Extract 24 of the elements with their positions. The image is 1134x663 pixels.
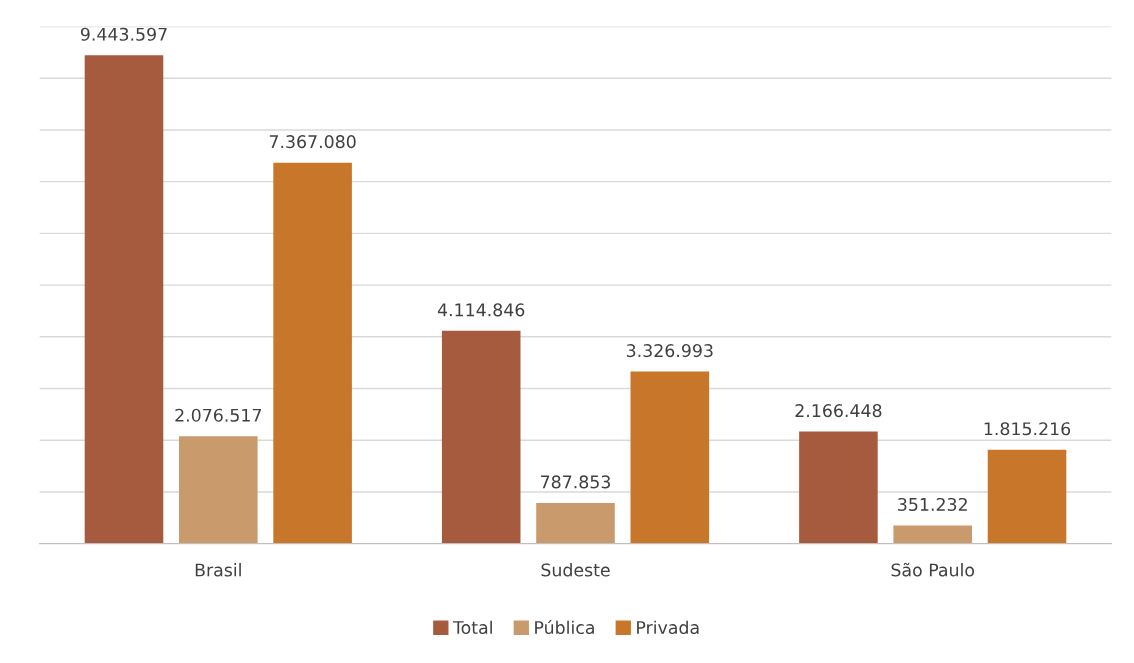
x-tick-label: Sudeste (541, 563, 610, 577)
bar (84, 55, 164, 544)
data-label: 351.232 (898, 497, 967, 512)
data-label: 7.367.080 (269, 135, 356, 149)
legend-label: Pública (535, 619, 594, 635)
data-label: 9.443.597 (80, 27, 167, 41)
data-label: 1.815.216 (984, 422, 1071, 436)
data-label: 2.076.517 (175, 408, 261, 422)
legend-label: Total (452, 620, 492, 635)
data-label: 787.853 (541, 475, 611, 489)
bar (441, 330, 521, 544)
bar (893, 525, 973, 544)
x-tick-label: Brasil (195, 563, 241, 577)
bar (799, 431, 878, 544)
bar (536, 502, 615, 544)
bar (630, 371, 710, 544)
data-label: 2.166.448 (795, 404, 882, 418)
data-label: 3.326.993 (626, 344, 713, 358)
bar (179, 436, 258, 544)
bar (273, 162, 352, 544)
legend-label: Privada (637, 620, 699, 635)
bar (987, 449, 1067, 544)
x-tick-label: São Paulo (891, 562, 975, 577)
data-label: 4.114.846 (437, 303, 525, 317)
